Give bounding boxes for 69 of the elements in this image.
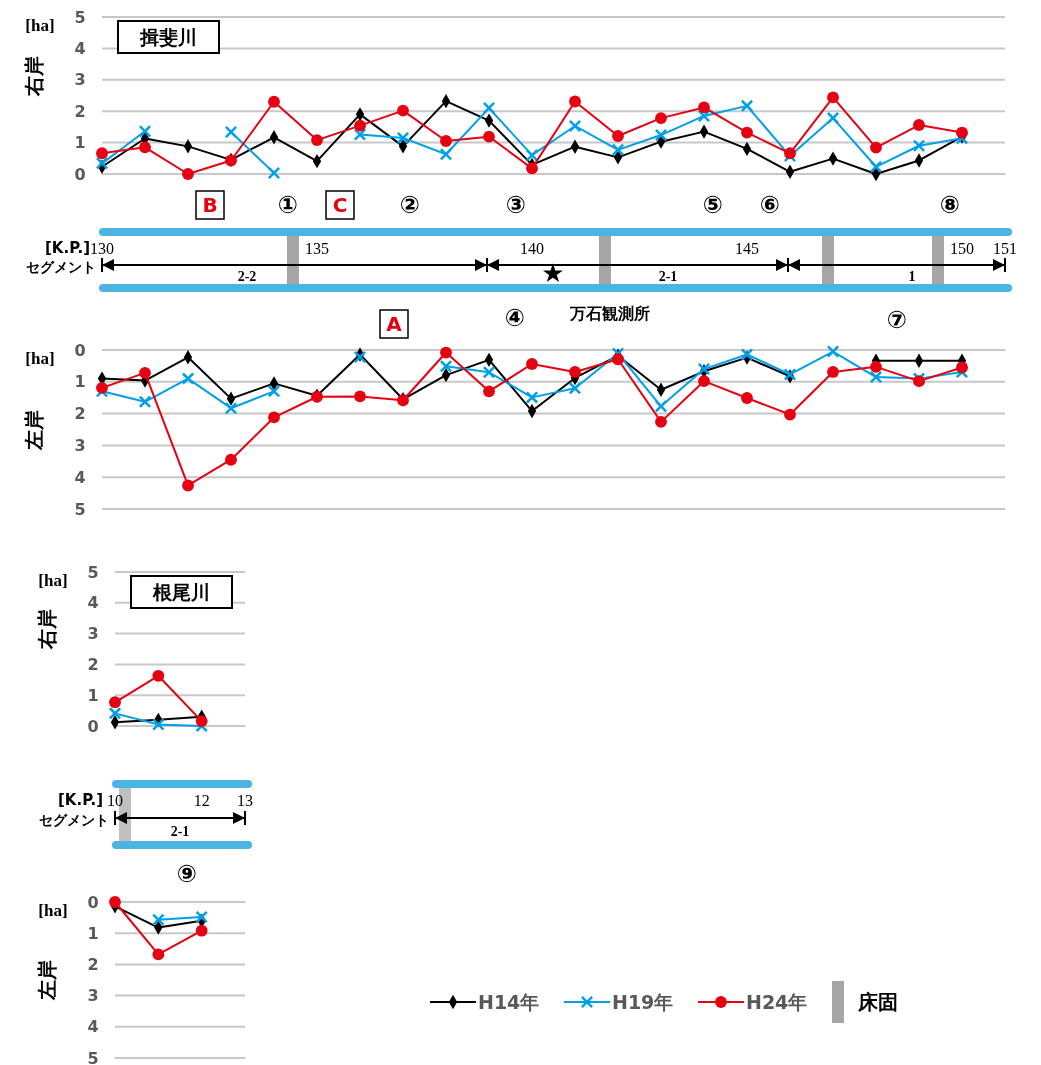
text: 2-1	[170, 823, 190, 839]
text: 右岸	[35, 609, 59, 650]
text: B	[202, 193, 218, 217]
y-tick-label: 0	[87, 716, 99, 736]
x-tick-label: 130	[90, 239, 114, 257]
y-tick-label: 2	[87, 655, 99, 674]
x-tick-label: 13	[237, 791, 253, 809]
text: 2-1	[658, 268, 678, 284]
text: ③	[505, 191, 527, 220]
text: 1	[908, 268, 916, 284]
text: 2-2	[237, 268, 257, 284]
legend-label: H24年	[746, 990, 808, 1013]
y-tick-label: 3	[87, 624, 99, 644]
x-tick-label: 140	[520, 239, 544, 257]
text: 揖斐川	[139, 25, 197, 48]
y-tick-label: 1	[87, 685, 99, 705]
legend-label: H14年	[478, 990, 540, 1013]
text: ★	[541, 258, 565, 289]
y-tick-label: 2	[74, 101, 86, 121]
text: セグメント	[39, 811, 109, 828]
text: 左岸	[35, 960, 59, 1001]
y-axis-title: [ha]	[38, 900, 68, 920]
text: 根尾川	[152, 580, 210, 603]
y-axis-title: [ha]	[25, 348, 55, 368]
y-tick-label: 1	[74, 133, 86, 153]
x-tick-label: 145	[735, 239, 759, 257]
y-tick-label: 4	[74, 467, 86, 487]
text: セグメント	[26, 258, 96, 275]
text: A	[386, 312, 403, 336]
y-tick-label: 0	[74, 164, 86, 184]
y-tick-label: 0	[74, 340, 86, 360]
y-tick-label: 5	[87, 562, 99, 582]
y-tick-label: 3	[74, 436, 86, 455]
text: ①	[277, 191, 299, 220]
y-tick-label: 5	[87, 1048, 99, 1065]
x-axis-title: [K.P.]	[58, 791, 103, 810]
legend-label: H19年	[612, 990, 674, 1013]
x-axis-title: [K.P.]	[45, 239, 90, 258]
x-tick-label: 135	[305, 239, 329, 257]
y-axis-title: [ha]	[25, 15, 55, 35]
y-tick-label: 4	[87, 593, 99, 613]
y-tick-label: 5	[74, 7, 86, 27]
x-tick-label: 10	[107, 791, 123, 809]
y-tick-label: 0	[87, 892, 99, 912]
y-axis-title: [ha]	[38, 570, 68, 590]
y-tick-label: 2	[74, 404, 86, 424]
text: 万石観測所	[569, 303, 650, 323]
y-tick-label: 3	[87, 986, 99, 1006]
y-tick-label: 1	[87, 923, 99, 943]
text: ②	[399, 191, 421, 220]
y-tick-label: 2	[87, 955, 99, 974]
x-tick-label: 150	[950, 239, 974, 257]
text: 左岸	[22, 409, 46, 451]
y-tick-label: 1	[74, 372, 86, 392]
text: ④	[504, 304, 526, 333]
text: 床固	[857, 990, 898, 1014]
x-tick-label: 151	[993, 239, 1017, 257]
y-tick-label: 5	[74, 499, 86, 519]
text: C	[332, 193, 348, 217]
text: ⑧	[939, 191, 961, 220]
y-tick-label: 4	[74, 39, 86, 58]
text: ⑦	[886, 306, 908, 335]
text: 右岸	[22, 55, 46, 97]
x-tick-label: 12	[193, 791, 210, 809]
text: ⑨	[176, 860, 198, 889]
text: ⑤	[702, 191, 724, 220]
y-tick-label: 4	[87, 1017, 99, 1037]
text: ⑥	[759, 191, 781, 220]
y-tick-label: 3	[74, 70, 86, 90]
